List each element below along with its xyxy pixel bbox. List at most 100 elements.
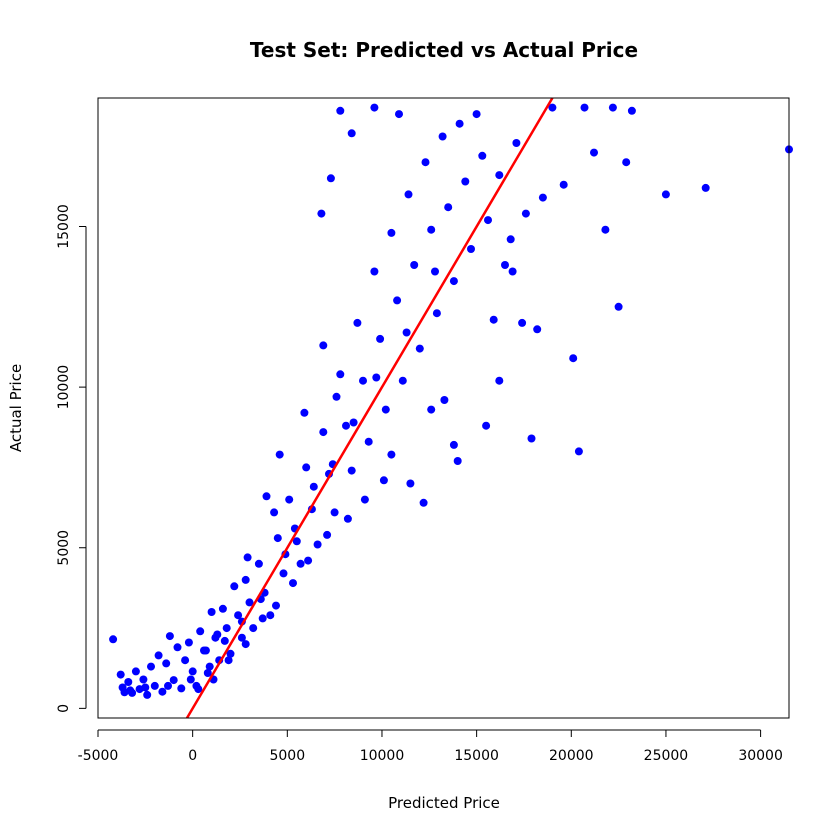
scatter-point	[237, 633, 246, 642]
scatter-point	[431, 267, 439, 276]
y-tick-label: 0	[56, 704, 72, 713]
scatter-point	[313, 540, 322, 549]
scatter-point	[410, 261, 419, 269]
scatter-point	[381, 405, 390, 414]
scatter-point	[359, 376, 367, 385]
scatter-point	[398, 376, 407, 385]
scatter-point	[162, 659, 171, 668]
scatter-point	[489, 315, 498, 324]
scatter-point	[376, 334, 385, 343]
scatter-point	[109, 635, 118, 644]
scatter-point	[387, 450, 396, 459]
scatter-point	[143, 690, 152, 699]
scatter-point	[201, 646, 210, 655]
scatter-point	[181, 656, 190, 665]
scatter-point	[273, 534, 282, 543]
scatter-point	[300, 408, 309, 417]
scatter-point	[548, 103, 557, 112]
scatter-point	[249, 624, 258, 633]
scatter-point	[461, 177, 470, 186]
scatter-point	[336, 370, 345, 379]
scatter-point	[116, 670, 125, 679]
scatter-point	[484, 216, 492, 225]
scatter-point	[184, 638, 193, 647]
scatter-point	[213, 630, 222, 639]
scatter-point	[234, 611, 243, 620]
scatter-point	[275, 450, 284, 459]
scatter-point	[406, 479, 415, 488]
scatter-point	[427, 225, 436, 234]
scatter-point	[360, 495, 369, 504]
scatter-point	[188, 667, 197, 676]
scatter-point	[224, 656, 233, 665]
scatter-point	[478, 151, 487, 160]
scatter-point	[364, 437, 373, 446]
scatter-point	[387, 228, 396, 237]
scatter-point	[177, 684, 186, 693]
scatter-point	[319, 428, 328, 437]
scatter-point	[164, 681, 172, 690]
reference-line-layer	[185, 97, 554, 719]
x-tick-label: 5000	[269, 748, 305, 764]
scatter-point	[521, 209, 530, 218]
scatter-point	[323, 530, 332, 539]
scatter-point	[272, 601, 280, 610]
scatter-point	[222, 624, 231, 633]
scatter-point	[243, 553, 252, 562]
scatter-point	[395, 110, 403, 119]
scatter-point	[501, 261, 509, 269]
x-tick-label: 30000	[738, 748, 783, 764]
scatter-point	[580, 103, 589, 112]
scatter-point	[165, 632, 174, 641]
x-axis-title: Predicted Price	[388, 794, 500, 812]
scatter-point	[147, 662, 155, 671]
scatter-point	[370, 267, 379, 276]
scatter-point	[495, 171, 504, 180]
scatter-point	[203, 669, 212, 677]
scatter-point	[258, 614, 267, 623]
scatter-point	[347, 466, 356, 475]
scatter-point	[372, 373, 381, 382]
x-tick-label: 15000	[454, 748, 499, 764]
scatter-point	[449, 277, 458, 286]
x-tick-label: 0	[188, 748, 197, 764]
scatter-point	[482, 421, 491, 430]
scatter-point	[230, 582, 239, 591]
scatter-point	[379, 476, 388, 485]
scatter-point	[139, 675, 148, 684]
scatter-point	[309, 482, 318, 491]
scatter-point	[393, 296, 402, 305]
scatter-point	[226, 649, 235, 658]
scatter-point	[353, 318, 362, 327]
scatter-point	[349, 418, 358, 427]
scatter-point	[150, 681, 159, 690]
x-tick-label: 20000	[549, 748, 594, 764]
x-tick-label: 10000	[360, 748, 405, 764]
scatter-point	[196, 627, 205, 636]
scatter-point	[186, 675, 195, 684]
scatter-point	[347, 129, 356, 138]
scatter-point	[506, 235, 515, 244]
scatter-point	[126, 686, 135, 695]
scatter-point	[512, 139, 521, 147]
scatter-point	[173, 643, 182, 652]
scatter-point	[319, 341, 328, 350]
x-tick-label: 25000	[644, 748, 689, 764]
scatter-point	[574, 447, 583, 456]
scatter-point	[124, 678, 133, 686]
scatter-point	[194, 685, 203, 694]
scatter-point	[289, 579, 297, 588]
scatter-point	[538, 193, 547, 202]
scatter-point	[220, 636, 229, 645]
scatter-point	[622, 158, 631, 167]
scatter-point	[330, 508, 339, 517]
scatter-point	[527, 434, 536, 443]
scatter-point	[533, 325, 542, 334]
scatter-point	[131, 667, 140, 676]
y-axis: 0 5000 10000 15000	[56, 204, 87, 713]
scatter-point	[453, 457, 462, 465]
y-tick-label: 15000	[56, 204, 72, 249]
scatter-point	[245, 598, 254, 607]
scatter-point	[608, 103, 617, 112]
scatter-point	[342, 421, 350, 430]
